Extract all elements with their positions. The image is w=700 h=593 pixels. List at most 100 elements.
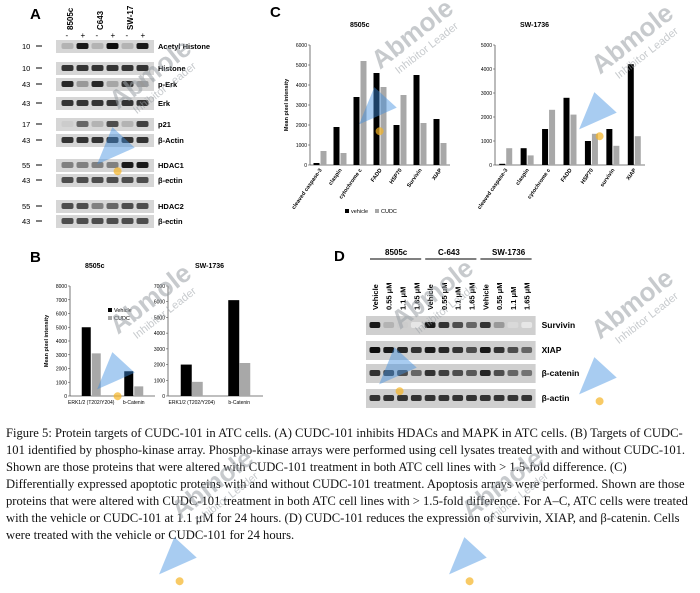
panel-d-western-blot: 8505c C-643 SW-1736 Vehicle 0.55 μM 1.1 μM 1.6… (366, 248, 579, 408)
x-category-label: survivin (599, 167, 616, 188)
y-tick-label: 6000 (154, 300, 165, 306)
blot-band (106, 65, 119, 71)
chart-title: SW-1736 (520, 22, 549, 29)
blot-band (76, 121, 89, 127)
y-tick-label: 0 (489, 163, 492, 169)
bar-vehicle (124, 371, 134, 396)
panel-b: B 8505c 0 1000 2000 3000 4000 5000 6000 7000 8000… (0, 245, 270, 420)
protein-label: HDAC1 (158, 161, 184, 170)
kda-marker: 43 (22, 80, 30, 89)
legend-label: CUDC (114, 316, 130, 322)
blot-band (369, 370, 381, 376)
blot-band (61, 177, 74, 183)
blot-band (76, 43, 89, 49)
y-tick-label: 1000 (481, 139, 492, 145)
x-category-label: HSP70 (580, 168, 595, 186)
legend-swatch (108, 308, 112, 312)
blot-band (136, 162, 149, 168)
y-tick-label: 1000 (154, 378, 165, 384)
blot-band (521, 347, 533, 353)
blot-band (61, 137, 74, 143)
bar-cudc (613, 145, 620, 165)
bar-vehicle (373, 73, 380, 165)
blot-band (91, 203, 104, 209)
bar-vehicle (499, 163, 506, 165)
blot-band (383, 370, 395, 376)
blot-band (106, 218, 119, 224)
lane-label: 1.65 μM (523, 282, 532, 310)
y-tick-label: 5000 (56, 325, 67, 331)
x-category-label: FADD (560, 168, 574, 184)
treatment-mark: - (96, 31, 99, 40)
blot-band (121, 43, 134, 49)
figure-caption: Figure 5: Protein targets of CUDC-101 in… (6, 426, 688, 542)
blot-band (507, 347, 519, 353)
lane-label: 0.55 μM (440, 282, 449, 310)
blot-band (383, 322, 395, 328)
blot-band (397, 395, 408, 401)
blot-band (91, 177, 104, 183)
lane-label: 1.1 μM (454, 287, 463, 310)
x-category-label: HSP70 (389, 168, 404, 186)
blot-band (479, 347, 491, 353)
panel-b-chart-8505c: 8505c 0 1000 2000 3000 4000 5000 6000 7000 8000 Me… (44, 263, 155, 406)
legend-label: Vehicle (114, 308, 132, 314)
bar-cudc (591, 133, 598, 165)
blot-band (479, 322, 491, 328)
chart-title: SW-1736 (195, 263, 224, 270)
y-tick-label: 3000 (481, 91, 492, 97)
blot-band (136, 218, 149, 224)
bar-vehicle (413, 75, 420, 165)
blot-band (452, 322, 464, 328)
protein-label: β-Actin (158, 136, 184, 145)
kda-marker: 17 (22, 120, 30, 129)
bar-vehicle (584, 141, 591, 165)
blot-band (424, 322, 436, 328)
blot-band (136, 203, 149, 209)
blot-band (136, 43, 149, 49)
cell-line-label: C-643 (438, 248, 460, 257)
blot-band (76, 137, 89, 143)
blot-band (397, 370, 408, 376)
blot-band (91, 65, 104, 71)
legend-label: vehicle (351, 209, 368, 215)
x-category-label: cytochrome c (527, 168, 552, 201)
bar-cudc (420, 123, 427, 165)
protein-label: HDAC2 (158, 202, 184, 211)
blot-band (91, 100, 104, 106)
y-tick-label: 8000 (56, 284, 67, 290)
bar-vehicle (180, 364, 192, 396)
panel-b-label: B (30, 249, 41, 266)
blot-band (383, 347, 395, 353)
legend-label: CUDC (381, 209, 397, 215)
blot-band (424, 395, 436, 401)
bar-vehicle (520, 148, 527, 165)
blot-band (369, 322, 381, 328)
blot-band (410, 322, 422, 328)
panel-c-chart-8505c: 8505c 0 1000 2000 3000 4000 5000 6000 Mean pixel… (284, 22, 450, 215)
blot-band (76, 162, 89, 168)
y-tick-label: 4000 (56, 339, 67, 345)
blot-band (91, 43, 104, 49)
blot-band (61, 65, 74, 71)
y-tick-label: 0 (304, 163, 307, 169)
blot-band (121, 65, 134, 71)
blot-band (91, 121, 104, 127)
bar-cudc (380, 87, 387, 165)
y-tick-label: 3000 (296, 103, 307, 109)
protein-label: β-ectin (158, 176, 183, 185)
protein-label: Erk (158, 99, 171, 108)
protein-label: XIAP (542, 345, 562, 355)
blot-band (493, 395, 505, 401)
blot-band (452, 370, 464, 376)
y-tick-label: 2000 (296, 123, 307, 129)
bar-vehicle (542, 129, 549, 165)
blot-band (121, 137, 134, 143)
blot-band (410, 347, 422, 353)
blot-band (452, 347, 464, 353)
blot-band (61, 121, 74, 127)
blot-band (466, 347, 477, 353)
cell-line-label: 8505c (385, 248, 408, 257)
blot-band (521, 370, 533, 376)
